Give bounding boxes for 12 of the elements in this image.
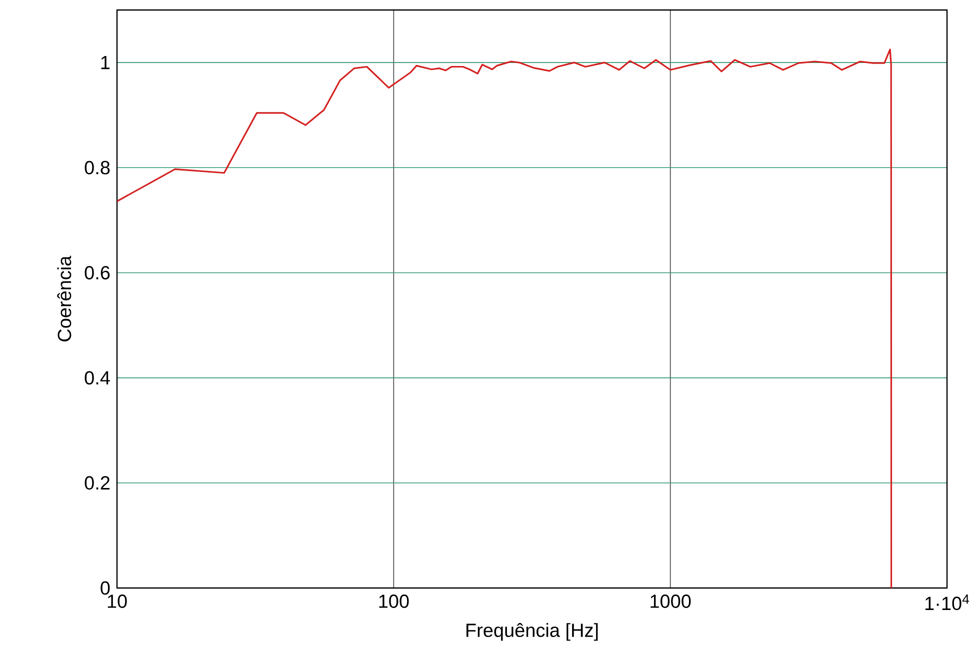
x-tick-label: 1000 [650, 594, 691, 608]
x-tick-label: 100 [379, 594, 409, 608]
y-tick-label: 0.8 [84, 160, 110, 174]
y-tick-label: 0.4 [84, 371, 110, 385]
x-axis-title: Frequência [Hz] [466, 623, 598, 641]
y-axis-title: Coerência [57, 256, 72, 342]
y-tick-label: 0.6 [84, 266, 110, 280]
y-tick-label: 1 [101, 56, 110, 70]
y-tick-label: 0 [100, 581, 110, 595]
x-tick-label: 1·10$^{4}$ [925, 594, 970, 610]
x-tick-label: 10 [108, 594, 127, 608]
y-tick-label: 0.2 [84, 476, 110, 490]
